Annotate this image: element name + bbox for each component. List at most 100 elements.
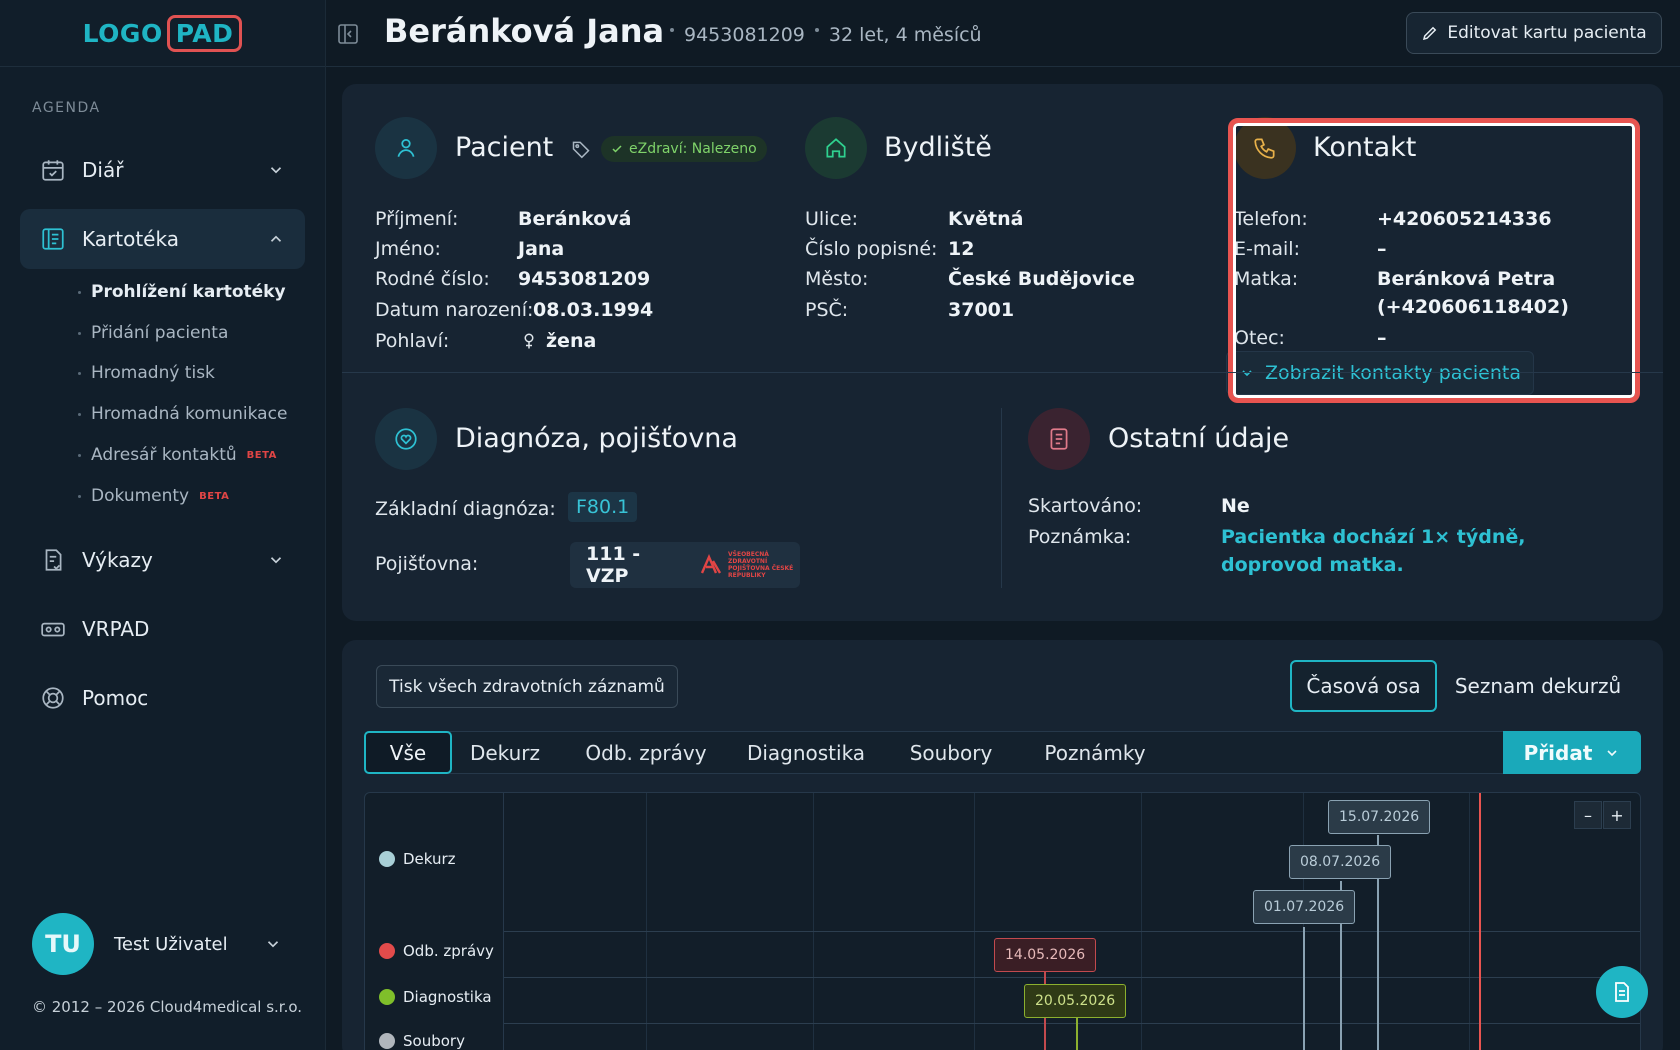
- timeline-event[interactable]: 08.07.2026: [1289, 845, 1392, 879]
- list-view-button[interactable]: Seznam dekurzů: [1454, 674, 1622, 698]
- tab-dekurz[interactable]: Dekurz: [469, 740, 541, 765]
- report-icon: [40, 547, 66, 573]
- grid-line: [974, 793, 975, 1050]
- field-label: E-mail:: [1234, 238, 1300, 260]
- separator-dot: [814, 28, 819, 32]
- field-value: 9453081209: [518, 268, 651, 290]
- ezdravi-badge: eZdraví: Nalezeno: [601, 136, 767, 162]
- sub-item-label: Prohlížení kartotéky: [91, 282, 286, 302]
- field-value: +420605214336: [1377, 208, 1552, 230]
- show-contacts-label: Zobrazit kontakty pacienta: [1265, 362, 1521, 384]
- tab-odb-zpravy[interactable]: Odb. zprávy: [585, 740, 707, 765]
- timeline-view-button[interactable]: Časová osa: [1290, 660, 1437, 712]
- sidebar-item-vykazy[interactable]: Výkazy: [20, 530, 305, 590]
- event-stem: [1076, 989, 1078, 1050]
- sub-item-hromadna-komunikace[interactable]: Hromadná komunikace: [78, 404, 287, 424]
- document-icon: [1028, 408, 1090, 470]
- timeline-event[interactable]: 01.07.2026: [1253, 890, 1356, 924]
- field-value: Ne: [1221, 495, 1250, 517]
- insurance-box: 111 - VZP VŠEOBECNÁ ZDRAVOTNÍ POJIŠŤOVNA…: [570, 542, 800, 588]
- chevron-down-icon: [267, 551, 285, 569]
- field-value: žena: [546, 330, 597, 352]
- row-label: Odb. zprávy: [403, 942, 494, 960]
- zoom-out-button[interactable]: –: [1574, 801, 1602, 829]
- tab-soubory[interactable]: Soubory: [909, 740, 993, 765]
- sidebar-item-label: Diář: [82, 158, 124, 182]
- heart-shield-icon: [375, 408, 437, 470]
- print-all-records-button[interactable]: Tisk všech zdravotních záznamů: [376, 665, 678, 708]
- user-name: Test Uživatel: [114, 933, 228, 955]
- field-value: České Budějovice: [948, 268, 1135, 290]
- timeline[interactable]: Dekurz Odb. zprávy Diagnostika Soubory 1…: [364, 792, 1641, 1050]
- home-icon: [805, 117, 867, 179]
- today-marker: [1479, 793, 1481, 1050]
- chevron-up-icon: [267, 230, 285, 248]
- quick-note-button[interactable]: [1596, 966, 1648, 1018]
- patient-age: 32 let, 4 měsíců: [828, 24, 982, 46]
- tab-diagnostika[interactable]: Diagnostika: [746, 740, 866, 765]
- field-value: Květná: [948, 208, 1024, 230]
- sidebar-item-kartoteka[interactable]: Kartotéka: [20, 209, 305, 269]
- avatar: TU: [32, 913, 94, 975]
- section-title-diagnosis: Diagnóza, pojišťovna: [455, 423, 738, 454]
- zoom-in-button[interactable]: +: [1603, 801, 1631, 829]
- sidebar-item-label: VRPAD: [82, 617, 150, 641]
- timeline-row-soubory: Soubory: [379, 1032, 465, 1050]
- show-contacts-button[interactable]: Zobrazit kontakty pacienta: [1226, 351, 1534, 395]
- timeline-event[interactable]: 15.07.2026: [1328, 800, 1431, 834]
- row-color-dot: [379, 851, 395, 867]
- timeline-event[interactable]: 20.05.2026: [1024, 984, 1127, 1018]
- calendar-icon: [40, 157, 66, 183]
- sidebar-item-pomoc[interactable]: Pomoc: [20, 668, 305, 728]
- beta-badge: BETA: [199, 490, 230, 502]
- patient-meta: 9453081209 32 let, 4 měsíců: [660, 24, 982, 46]
- tab-poznamky[interactable]: Poznámky: [1044, 740, 1146, 765]
- grid-line: [646, 793, 647, 1050]
- grid-line: [1141, 793, 1142, 1050]
- sidebar-item-diar[interactable]: Diář: [20, 140, 305, 200]
- page-title: Beránková Jana: [384, 12, 665, 50]
- timeline-event[interactable]: 14.05.2026: [994, 938, 1097, 972]
- section-title-patient: Pacient: [455, 132, 554, 163]
- edit-label: Editovat kartu pacienta: [1447, 23, 1647, 43]
- sub-item-dokumenty[interactable]: Dokumenty BETA: [78, 486, 229, 506]
- sub-item-pridani[interactable]: Přidání pacienta: [78, 323, 228, 343]
- section-title-contact: Kontakt: [1313, 132, 1417, 163]
- field-label: Město:: [805, 268, 869, 290]
- add-record-button[interactable]: Přidat: [1503, 731, 1641, 774]
- page-header: Beránková Jana 9453081209 32 let, 4 měsí…: [326, 0, 1680, 67]
- logo[interactable]: LOGO PAD: [83, 14, 243, 52]
- row-color-dot: [379, 943, 395, 959]
- user-menu[interactable]: TU Test Uživatel: [32, 913, 282, 975]
- field-value: 08.03.1994: [533, 299, 654, 321]
- timeline-row-diagnostika: Diagnostika: [379, 988, 492, 1006]
- chevron-down-icon: [264, 935, 282, 953]
- row-color-dot: [379, 1033, 395, 1049]
- document-icon: [1610, 980, 1634, 1004]
- diagnosis-code[interactable]: F80.1: [568, 492, 638, 522]
- timeline-row-dekurz: Dekurz: [379, 850, 456, 868]
- sidebar-item-vrpad[interactable]: VRPAD: [20, 599, 305, 659]
- field-label: Příjmení:: [375, 208, 459, 230]
- tab-vse[interactable]: Vše: [364, 731, 452, 774]
- sub-item-adresar[interactable]: Adresář kontaktů BETA: [78, 445, 277, 465]
- female-icon: [520, 331, 538, 351]
- sidebar-item-label: Kartotéka: [82, 227, 179, 251]
- chevron-down-icon: [1592, 745, 1620, 761]
- separator-dot: [670, 28, 674, 32]
- row-label: Dekurz: [403, 850, 456, 868]
- event-stem: [1303, 927, 1305, 1050]
- field-value: 12: [948, 238, 975, 260]
- field-label: Matka:: [1234, 268, 1299, 290]
- row-color-dot: [379, 989, 395, 1005]
- collapse-sidebar-icon[interactable]: [336, 22, 360, 46]
- edit-patient-button[interactable]: Editovat kartu pacienta: [1406, 12, 1662, 54]
- sub-item-prohlizeni[interactable]: Prohlížení kartotéky: [78, 282, 286, 302]
- section-title-residence: Bydliště: [884, 132, 992, 163]
- field-label: Otec:: [1234, 327, 1285, 349]
- tag-icon[interactable]: [571, 139, 591, 159]
- section-title-other: Ostatní údaje: [1108, 423, 1290, 454]
- sub-item-hromadny-tisk[interactable]: Hromadný tisk: [78, 363, 215, 383]
- sub-item-label: Přidání pacienta: [91, 323, 229, 343]
- row-divider: [504, 931, 1640, 932]
